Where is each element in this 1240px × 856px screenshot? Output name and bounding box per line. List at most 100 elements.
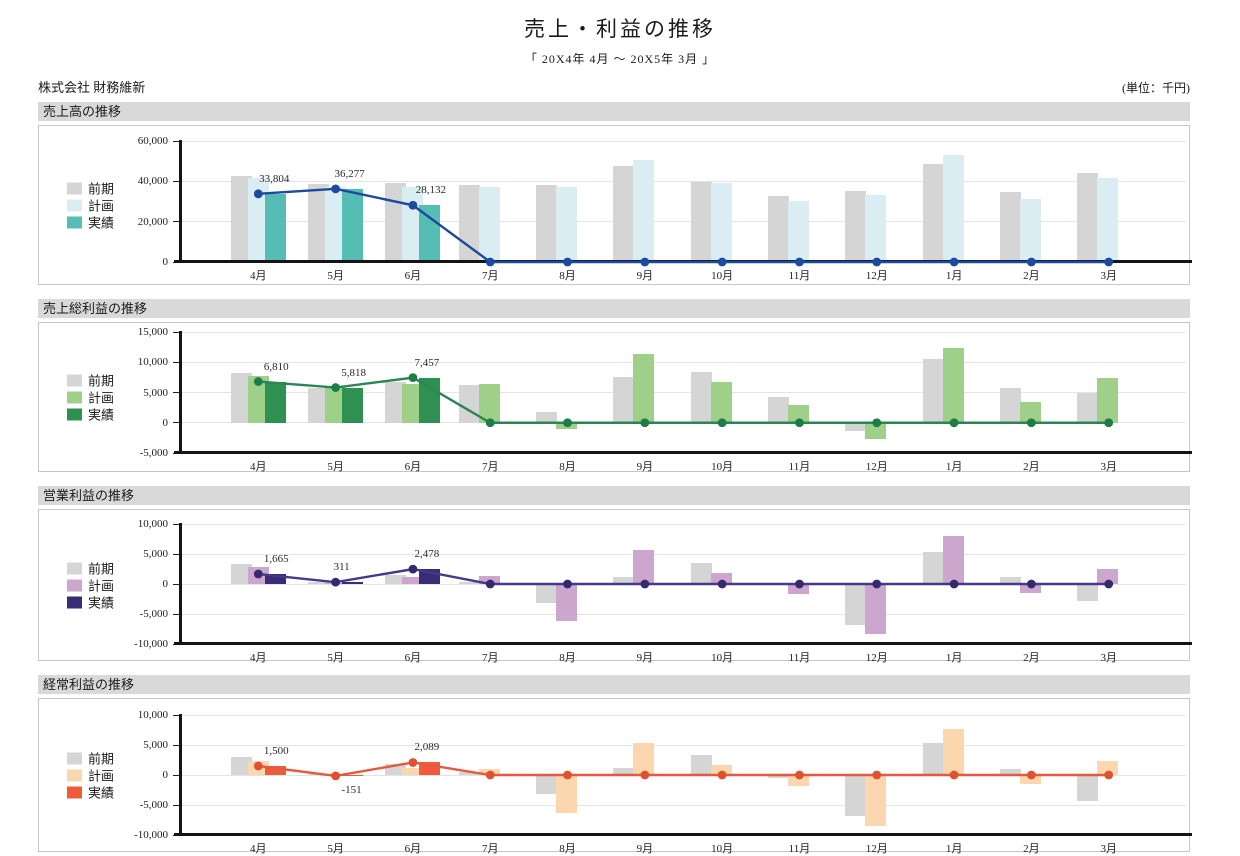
y-tick [173,804,180,806]
section-header-operating-profit: 営業利益の推移 [38,486,1190,505]
y-tick-label: 0 [162,416,169,429]
bar-actual [264,574,286,584]
chart-legend: 前期 計画 実績 [67,180,114,231]
sales-chart-panel: 前期 計画 実績 60,000 40,000 20,000 0 33,804 36,277… [38,125,1192,285]
y-tick [173,553,180,555]
line-point [640,257,650,267]
bar-actual [264,766,286,775]
legend-swatch-plan-icon [67,579,82,591]
title-block: 売上・利益の推移 「 20X4年 4月 ～ 20X5年 3月 」 [0,0,1240,67]
y-axis-line [179,331,182,454]
x-tick-label: 2月 [1023,461,1040,473]
bar-plan [942,728,964,775]
x-tick-label: 9月 [636,270,654,282]
bar-plan [402,384,424,423]
bar-plan [1019,198,1041,262]
bar-actual [264,381,286,423]
bar-prev [690,181,712,262]
x-tick-label: 4月 [250,843,267,855]
legend-label: 計画 [88,390,115,406]
bar-prev [536,412,558,423]
y-tick [173,140,180,142]
x-tick-label: 7月 [481,843,499,855]
bar-prev [767,396,789,423]
gross-profit-plot-area: 15,000 10,000 5,000 0 -5,000 6,810 5,818 7,457 4… [138,326,1192,473]
trend-line-layer [253,373,1114,428]
line-point [408,564,418,574]
x-tick-label: 3月 [1100,652,1117,664]
x-tick-label: 7月 [481,270,499,282]
legend-swatch-prev-icon [67,182,82,194]
data-label: 2,478 [414,548,440,561]
bar-prev [613,768,635,775]
legend-label: 実績 [88,595,115,611]
bar-prev [922,359,944,423]
x-tick-label: 10月 [711,843,734,855]
line-point [331,771,341,781]
line-point [331,184,341,194]
bar-prev [613,576,635,584]
line-point [485,579,495,589]
bar-prev [845,775,867,817]
bar-plan [1019,402,1041,423]
x-tick-label: 2月 [1023,652,1040,664]
bar-prev [690,371,712,423]
x-tick-label: 1月 [945,461,963,473]
legend-item-actual: 実績 [67,594,114,611]
line-point [1104,579,1114,589]
x-tick-label: 9月 [636,461,654,473]
line-point [485,257,495,267]
trend-line [258,187,1109,264]
bar-plan [478,186,500,262]
line-point [1104,257,1114,267]
line-point [949,418,959,428]
bar-plan [710,182,732,262]
line-point [563,770,572,780]
x-tick-label: 8月 [559,652,576,664]
gridline [181,715,1186,716]
y-tick-label: 10,000 [137,709,168,721]
legend-item-actual: 実績 [67,406,114,423]
bar-plan [787,200,809,262]
y-tick [173,392,180,393]
x-tick-label: 3月 [1100,843,1117,855]
bar-prev [458,581,480,584]
x-tick-label: 6月 [404,461,422,473]
line-point [640,770,650,780]
bar-prev [999,577,1021,584]
line-point [563,257,572,267]
legend-item-prev: 前期 [67,180,114,197]
bar-plan [787,405,809,423]
y-tick [173,331,180,333]
y-axis-line [179,523,182,645]
bar-prev [845,422,867,431]
y-tick [173,361,180,363]
page-subtitle: 「 20X4年 4月 ～ 20X5年 3月 」 [524,52,716,66]
charts-content: 売上高の推移 前期 計画 実績 60,000 40,000 20,000 0 33,80… [38,102,1192,855]
x-axis-line [174,451,1192,454]
legend-item-plan: 計画 [67,389,114,406]
legend-item-prev: 前期 [67,750,114,767]
bar-plan [478,384,500,423]
y-tick-label: 20,000 [137,215,168,228]
gridline [181,141,1186,142]
x-tick-label: 1月 [945,843,963,855]
chart-legend: 前期 計画 実績 [67,560,114,611]
data-label: 311 [333,561,350,574]
bar-plan [865,775,887,826]
bar-actual [264,193,286,262]
x-tick-label: 7月 [481,652,499,664]
line-point [795,579,804,589]
legend-item-actual: 実績 [67,214,114,231]
data-label: 33,804 [259,172,290,185]
bar-plan [633,353,655,423]
x-tick-label: 1月 [945,270,963,282]
line-point [253,569,263,579]
data-label: 1,500 [263,745,289,757]
ordinary-profit-plot-area: 10,000 5,000 0 -5,000 -10,000 1,500 -151 2,089 4… [134,709,1192,855]
trend-line [258,567,1109,586]
bar-prev [613,376,635,423]
x-tick-label: 5月 [327,461,344,473]
gridline [181,332,1186,333]
line-point [485,418,495,428]
